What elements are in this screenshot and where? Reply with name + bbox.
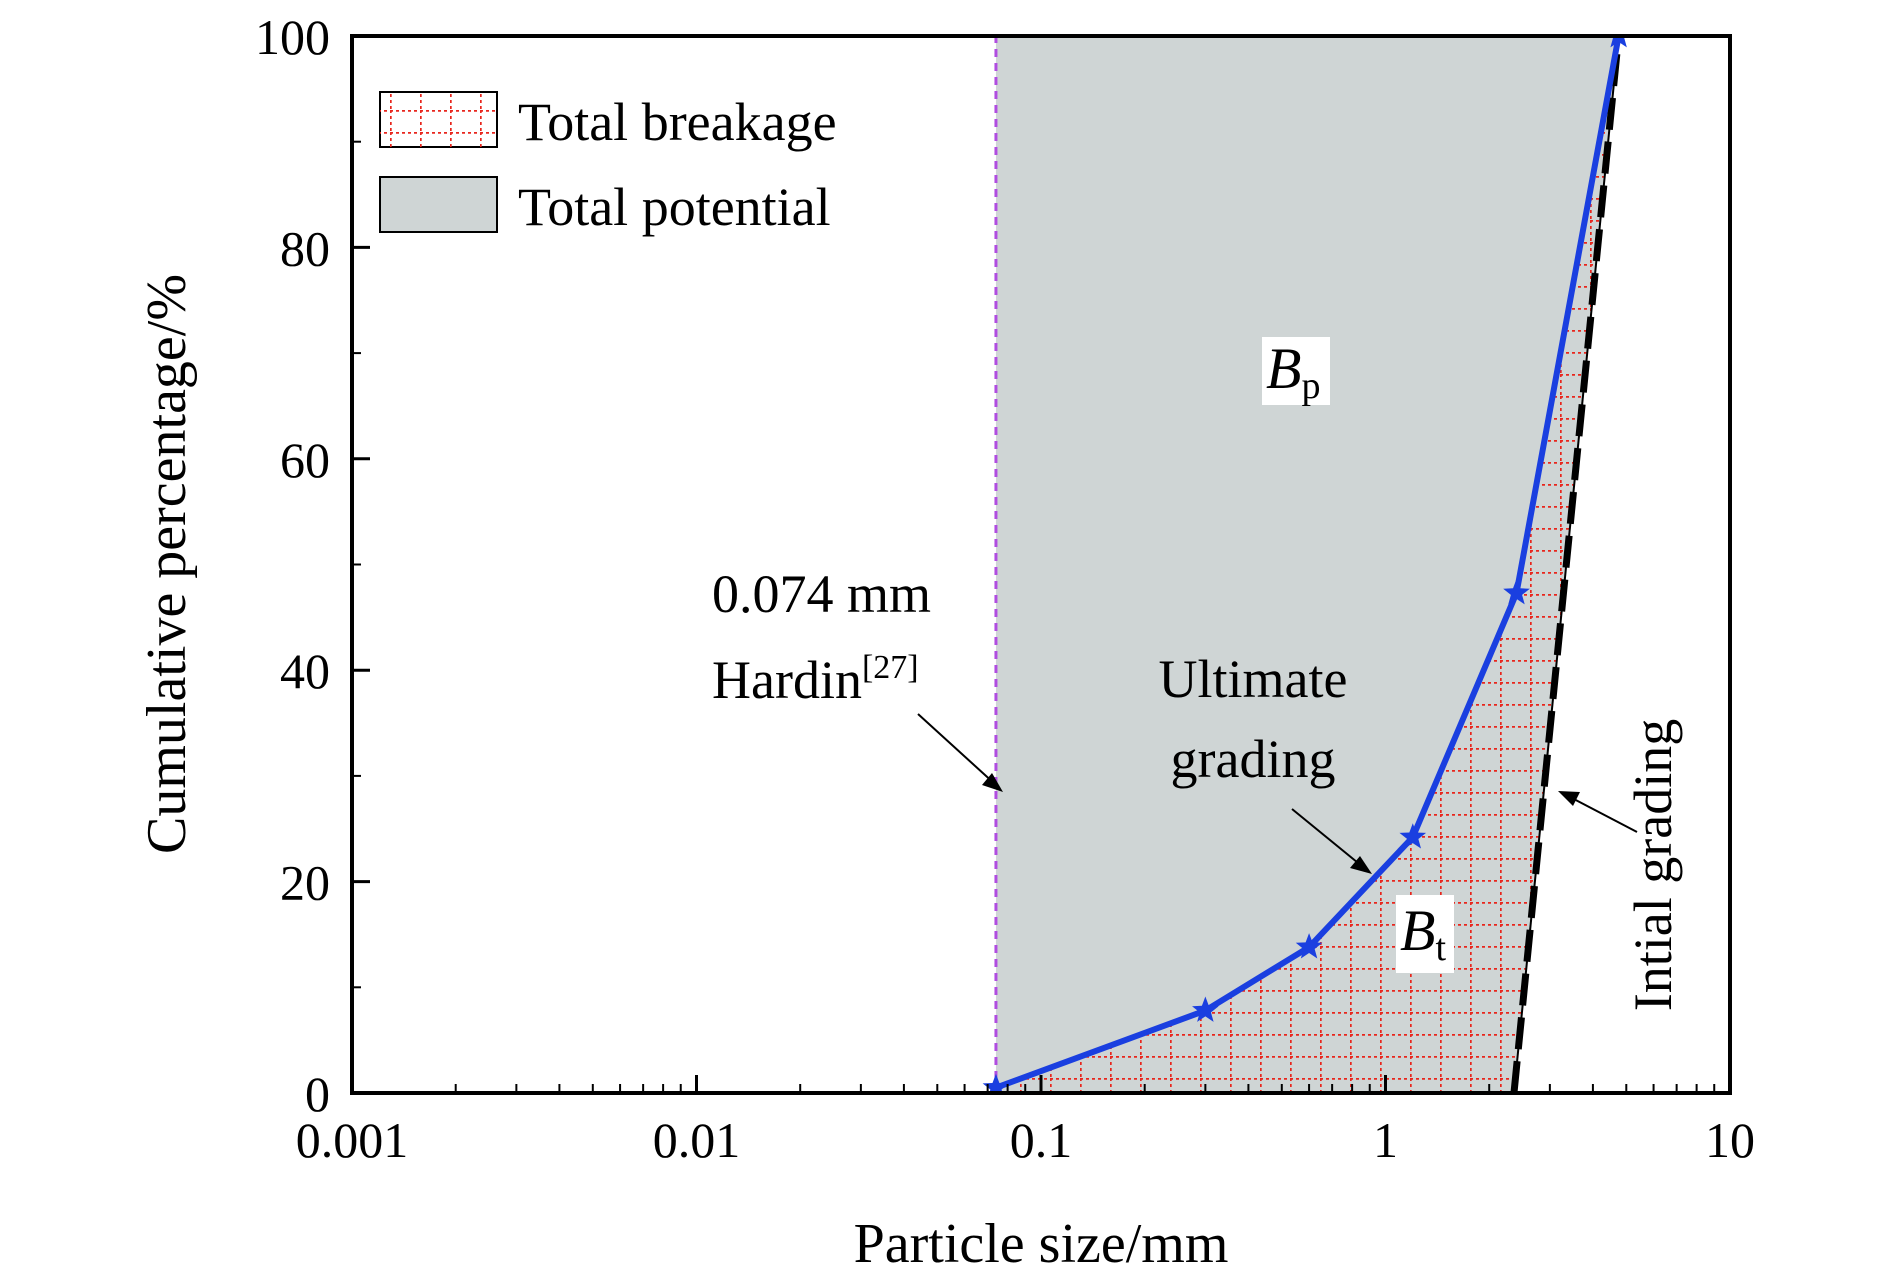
y-axis-title: Cumulative percentage/%: [136, 274, 198, 854]
cutoff-annotation-size: 0.074 mm: [712, 564, 931, 624]
y-tick-label: 60: [280, 432, 330, 488]
ultimate-annotation-line1: Ultimate: [1159, 649, 1348, 709]
y-tick-label: 40: [280, 643, 330, 699]
initial-annotation: Intial grading: [1623, 719, 1683, 1011]
cutoff-annotation-source: Hardin[27]: [712, 649, 919, 710]
bp-label: Bp: [1266, 336, 1320, 407]
x-axis-title: Particle size/mm: [854, 1213, 1229, 1275]
legend: Total breakage Total potential: [379, 91, 837, 237]
y-tick-label: 100: [255, 9, 330, 65]
x-tick-label: 1: [1373, 1112, 1398, 1168]
x-tick-label: 10: [1705, 1112, 1755, 1168]
initial-grading-line: [1510, 36, 1623, 1093]
ultimate-annotation-line2: grading: [1171, 729, 1336, 789]
bt-label-box: [1396, 895, 1454, 973]
cutoff-arrow-head: [982, 773, 1003, 792]
ultimate-grading-point: [1610, 36, 1627, 48]
y-axis-ticks: 0 20 40 60 80 100: [255, 9, 370, 1122]
ultimate-grading-point: [1503, 579, 1530, 605]
legend-label-breakage: Total breakage: [518, 92, 837, 152]
cutoff-arrow-line: [917, 713, 997, 786]
ultimate-arrow-head: [1350, 856, 1372, 874]
ultimate-grading-line: [994, 36, 1622, 1091]
bp-label-box: [1262, 337, 1330, 405]
bt-label: Bt: [1400, 898, 1446, 969]
legend-swatch-breakage-hatch: [380, 92, 497, 147]
legend-swatch-potential: [379, 176, 498, 233]
ultimate-grading-point: [1295, 933, 1323, 959]
ultimate-grading-point: [1192, 996, 1219, 1022]
total-breakage-area: [995, 36, 1619, 1093]
ultimate-grading-point: [982, 1073, 1010, 1093]
ultimate-grading-point: [1399, 823, 1427, 849]
y-tick-label: 0: [305, 1066, 330, 1122]
ultimate-arrow-line: [1291, 808, 1364, 868]
x-axis-ticks: 0.001 0.01 0.1 1 10: [296, 1075, 1755, 1168]
y-tick-label: 20: [280, 855, 330, 911]
y-tick-label: 80: [280, 220, 330, 276]
x-tick-label: 0.1: [1010, 1112, 1073, 1168]
area-layer: [995, 36, 1619, 1093]
legend-label-potential: Total potential: [518, 177, 831, 237]
series-layer: [982, 36, 1627, 1093]
initial-arrow-head: [1558, 791, 1580, 806]
x-tick-label: 0.01: [653, 1112, 741, 1168]
initial-arrow-line: [1569, 796, 1638, 833]
x-tick-label: 0.001: [296, 1112, 409, 1168]
